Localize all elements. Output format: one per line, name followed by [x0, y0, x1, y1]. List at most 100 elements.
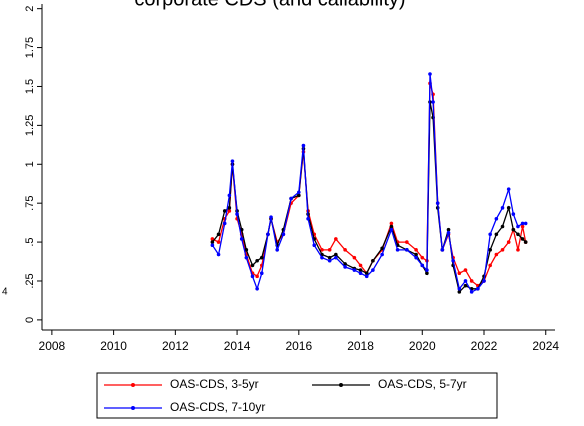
point [451, 258, 455, 263]
point [210, 237, 215, 241]
point [297, 190, 301, 195]
y-tick-label: 2 [24, 6, 36, 12]
point [523, 221, 528, 226]
point [334, 255, 338, 260]
point [463, 283, 468, 288]
legend-label: OAS-CDS, 5-7yr [378, 377, 467, 391]
point [469, 290, 474, 294]
y-tick-label: 1.5 [24, 79, 36, 94]
point [389, 227, 394, 232]
point [371, 258, 375, 263]
x-tick-label: 2018 [347, 339, 374, 353]
point [457, 271, 462, 276]
point [239, 227, 244, 232]
point [227, 209, 232, 213]
legend-label: OAS-CDS, 7-10yr [170, 400, 265, 414]
point [250, 263, 255, 268]
point [301, 143, 306, 148]
legend-box [96, 372, 498, 419]
point [334, 252, 338, 257]
point [244, 255, 249, 260]
point [506, 240, 511, 244]
point [334, 237, 338, 241]
point [259, 271, 264, 276]
point [255, 274, 259, 279]
point [523, 240, 528, 244]
point [488, 248, 492, 252]
point [222, 221, 227, 226]
point [352, 268, 357, 272]
point [306, 216, 310, 221]
point [506, 187, 511, 191]
point [500, 206, 505, 210]
x-tick-label: 2010 [100, 339, 127, 353]
point [312, 243, 317, 247]
point [297, 193, 301, 198]
x-tick-label: 2014 [224, 339, 251, 353]
point [358, 271, 363, 276]
point [520, 221, 525, 226]
point [371, 268, 375, 272]
x-tick-label: 2008 [39, 339, 66, 353]
point [425, 268, 429, 272]
series-line [211, 101, 527, 294]
point [244, 248, 249, 252]
annotation: 4 [2, 287, 8, 298]
point [250, 274, 255, 279]
y-tick-label: 0 [24, 317, 36, 323]
legend-marker [131, 406, 135, 410]
point [420, 263, 425, 268]
y-tick-label: .5 [24, 237, 36, 246]
point [227, 193, 232, 198]
point [320, 248, 324, 252]
point [255, 286, 259, 291]
point [289, 196, 293, 201]
point [380, 252, 384, 257]
point [210, 243, 215, 247]
point [343, 262, 347, 266]
point [343, 248, 347, 252]
point [230, 159, 235, 163]
point [358, 268, 363, 272]
point [420, 255, 425, 260]
point [389, 221, 394, 226]
point [494, 216, 499, 221]
point [364, 271, 369, 276]
point [500, 224, 505, 229]
point [469, 279, 474, 283]
point [463, 268, 468, 272]
point [216, 232, 221, 237]
point [405, 248, 409, 252]
point [446, 230, 451, 235]
legend-label: OAS-CDS, 3-5yr [170, 377, 259, 391]
point [389, 224, 394, 229]
point [428, 72, 432, 76]
point [327, 255, 332, 260]
point [414, 248, 418, 252]
point [511, 227, 516, 232]
point [457, 286, 462, 291]
chart-title: corporate CDS (and callability) [134, 0, 405, 10]
point [476, 286, 480, 291]
x-tick-label: 2012 [162, 339, 189, 353]
point [266, 232, 270, 237]
point [516, 232, 520, 237]
x-tick-label: 2022 [471, 339, 498, 353]
y-tick-label: .75 [24, 196, 36, 211]
point [320, 255, 324, 260]
point [405, 240, 409, 244]
point [516, 224, 520, 229]
point [494, 252, 499, 257]
point [352, 255, 357, 260]
point [239, 237, 244, 241]
point [446, 227, 451, 232]
point [216, 252, 221, 257]
point [506, 206, 511, 210]
point [520, 237, 525, 241]
point [425, 271, 429, 276]
point [275, 248, 280, 252]
point [457, 290, 462, 294]
point [364, 274, 369, 279]
point [516, 248, 520, 252]
